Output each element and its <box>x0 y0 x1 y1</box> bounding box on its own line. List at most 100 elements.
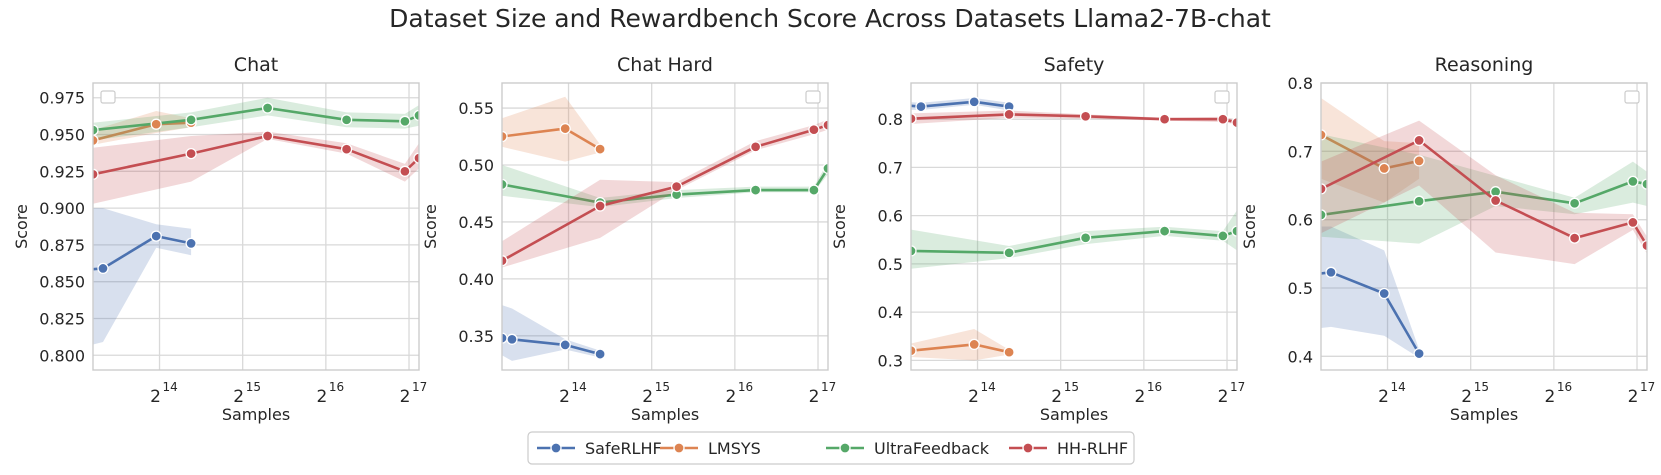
x-tick-label: 2 <box>1378 387 1389 407</box>
data-point-lmsys <box>594 143 606 155</box>
y-tick-label: 0.3 <box>878 351 903 370</box>
data-point-hh-rlhf <box>340 143 353 155</box>
x-tick-exponent: 14 <box>572 380 587 394</box>
x-tick-exponent: 15 <box>1064 380 1079 394</box>
y-tick-label: 0.4 <box>1288 347 1313 366</box>
data-point-lmsys <box>1003 346 1015 358</box>
ci-band-saferlhf <box>1321 226 1420 358</box>
data-point-lmsys <box>1413 155 1425 167</box>
axes-frame <box>910 82 1238 371</box>
data-point-saferlhf <box>506 333 518 345</box>
y-tick-label: 0.8 <box>878 110 903 129</box>
x-tick-label: 2 <box>1218 387 1229 407</box>
data-point-lmsys <box>559 122 571 135</box>
panels: 0.800 0.825 0.850 0.875 0.900 0.925 0.950 0.975… <box>12 54 1655 424</box>
data-point-hh-rlhf <box>413 152 419 164</box>
panel-chat: 0.800 0.825 0.850 0.875 0.900 0.925 0.950 0.975… <box>12 54 427 424</box>
y-tick-label: 0.45 <box>458 213 494 232</box>
y-tick-label: 0.925 <box>39 162 85 181</box>
data-point-hh-rlhf <box>1641 239 1647 252</box>
y-tick-label: 0.825 <box>39 309 85 328</box>
data-point-hh-rlhf <box>399 165 411 177</box>
ci-band-hh-rlhf <box>93 131 419 204</box>
data-point-saferlhf <box>185 237 197 250</box>
ci-band-saferlhf <box>93 208 192 345</box>
data-point-lmsys <box>150 118 162 130</box>
x-tick-exponent: 17 <box>1230 380 1245 394</box>
x-axis-label: Samples <box>222 405 290 424</box>
x-tick-label: 2 <box>968 387 979 407</box>
legend-marker-saferlhf <box>550 442 562 454</box>
legend-label-hh-rlhf: HH-RLHF <box>1057 439 1128 458</box>
x-tick-label: 2 <box>1628 387 1639 407</box>
data-point-ultrafeedback <box>1568 197 1581 209</box>
panel-reasoning: 0.40.50.60.70.82 14 2 15 2 16 2 17ReasoningSamp… <box>1240 54 1655 424</box>
data-point-ultrafeedback <box>1217 230 1229 242</box>
data-point-hh-rlhf <box>93 168 99 180</box>
y-axis-label: Score <box>1240 204 1259 249</box>
y-axis-label: Score <box>12 204 31 249</box>
data-point-ultrafeedback <box>399 115 411 127</box>
x-tick-label: 2 <box>1134 387 1145 407</box>
data-point-ultrafeedback <box>93 124 99 136</box>
y-tick-label: 0.6 <box>878 207 903 226</box>
series-group <box>898 96 1237 361</box>
data-point-saferlhf <box>915 100 927 113</box>
data-point-ultrafeedback <box>1641 178 1647 190</box>
x-axis-label: Samples <box>631 405 699 424</box>
data-point-hh-rlhf <box>185 147 197 160</box>
data-point-ultrafeedback <box>1003 247 1015 259</box>
legend-marker-lmsys <box>673 442 685 454</box>
data-point-ultrafeedback <box>340 114 353 126</box>
ci-band-ultrafeedback <box>502 161 828 208</box>
data-point-saferlhf <box>898 100 908 110</box>
empty-legend-box <box>100 90 116 104</box>
x-tick-exponent: 14 <box>981 380 996 394</box>
y-tick-label: 0.850 <box>39 273 85 292</box>
data-point-ultrafeedback <box>1079 232 1092 244</box>
y-tick-label: 0.900 <box>39 199 85 218</box>
data-point-ultrafeedback <box>911 245 917 257</box>
x-tick-label: 2 <box>809 387 820 407</box>
data-point-hh-rlhf <box>594 200 606 212</box>
data-point-lmsys <box>911 345 917 357</box>
data-point-hh-rlhf <box>1158 113 1171 125</box>
x-tick-label: 2 <box>1051 387 1062 407</box>
x-tick-exponent: 14 <box>163 380 178 394</box>
legend-entry-ultrafeedback: UltraFeedback <box>826 439 990 458</box>
x-axis-label: Samples <box>1040 405 1108 424</box>
ci-band-ultrafeedback <box>1321 134 1647 244</box>
empty-legend-box <box>1624 90 1640 104</box>
data-point-saferlhf <box>1308 269 1318 279</box>
plot-area <box>93 83 419 370</box>
series-group <box>502 96 828 361</box>
plot-area <box>1321 83 1647 370</box>
y-tick-label: 0.55 <box>458 99 494 118</box>
data-point-ultrafeedback <box>1158 225 1171 237</box>
panel-title: Chat <box>234 54 278 76</box>
series-group <box>1308 98 1647 360</box>
axes-frame <box>501 82 829 371</box>
panel-title: Chat Hard <box>617 54 713 76</box>
x-tick-exponent: 17 <box>412 380 427 394</box>
data-point-saferlhf <box>1413 347 1425 360</box>
x-tick-exponent: 16 <box>1147 380 1162 394</box>
axes-frame <box>92 82 420 371</box>
data-point-hh-rlhf <box>1489 194 1502 207</box>
y-tick-label: 0.8 <box>1288 74 1313 93</box>
data-point-saferlhf <box>594 348 606 360</box>
y-tick-label: 0.7 <box>1288 142 1313 161</box>
data-point-ultrafeedback <box>502 178 508 191</box>
data-point-hh-rlhf <box>1413 134 1425 147</box>
data-point-ultrafeedback <box>1321 209 1327 221</box>
series-line-saferlhf <box>93 234 192 271</box>
y-tick-label: 0.4 <box>878 303 903 322</box>
empty-legend-box <box>805 90 821 104</box>
x-tick-exponent: 17 <box>821 380 836 394</box>
data-point-lmsys <box>968 338 980 351</box>
x-tick-label: 2 <box>400 387 411 407</box>
y-axis-label: Score <box>421 204 440 249</box>
legend-entry-hh-rlhf: HH-RLHF <box>1009 439 1128 458</box>
axes-frame <box>1320 82 1648 371</box>
